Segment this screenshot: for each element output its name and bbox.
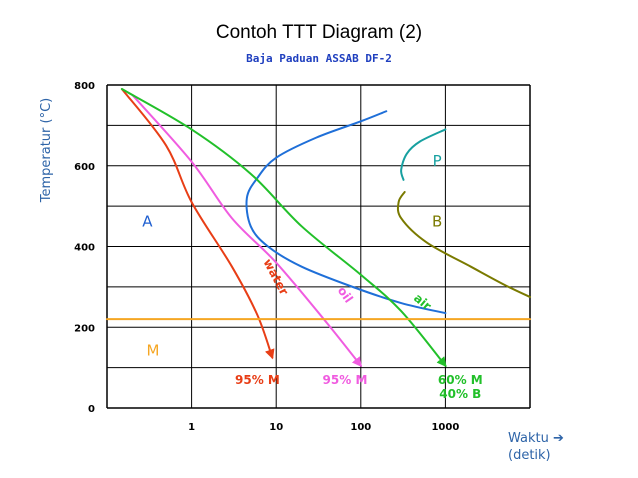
x-axis-unit: (detik) <box>508 448 551 463</box>
label-oil-95m: 95% M <box>323 373 368 387</box>
x-tick-label: 1 <box>188 422 195 433</box>
chart-title: Contoh TTT Diagram (2) <box>215 22 423 43</box>
x-tick-label: 1000 <box>431 422 459 433</box>
x-tick-label: 10 <box>269 422 283 433</box>
y-tick-label: 600 <box>74 162 95 173</box>
x-tick-label: 100 <box>350 422 371 433</box>
x-axis-label-text: Waktu <box>508 431 549 446</box>
label-p: P <box>433 152 442 170</box>
air-curve <box>120 88 447 368</box>
label-water-95m: 95% M <box>235 373 280 387</box>
label-air-60m: 60% M <box>438 373 483 387</box>
label-water: water <box>261 256 292 297</box>
oil-curve <box>131 94 363 368</box>
label-a: A <box>142 212 153 230</box>
pearlite-curve <box>400 128 447 181</box>
y-tick-label: 800 <box>74 81 95 92</box>
y-tick-label: 400 <box>74 243 95 254</box>
y-tick-label: 0 <box>88 404 95 415</box>
water-curve <box>120 88 275 360</box>
arrow-right-icon: ➔ <box>553 431 564 446</box>
x-axis-label: Waktu ➔ (detik) <box>508 430 564 464</box>
bainite-curve <box>396 190 531 298</box>
label-air-40b: 40% B <box>439 387 481 401</box>
label-b: B <box>432 212 442 230</box>
y-tick-label: 200 <box>74 323 95 334</box>
label-m: M <box>147 342 160 360</box>
chart-subtitle: Baja Paduan ASSAB DF-2 <box>246 52 392 65</box>
nose-curve <box>245 110 447 315</box>
